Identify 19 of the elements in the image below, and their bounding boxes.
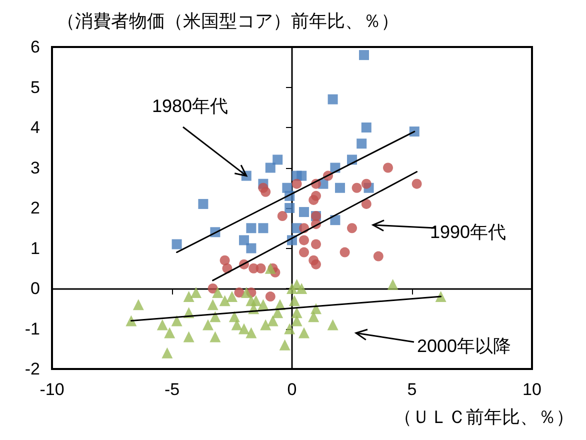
y-tick-label: -1 <box>24 319 40 338</box>
y-tick-label: 4 <box>30 118 40 137</box>
x-tick-label: 5 <box>407 380 417 399</box>
x-tick-label: -5 <box>164 380 180 399</box>
annotation: 1980年代 <box>152 96 228 116</box>
y-tick-label: 2 <box>30 198 40 218</box>
x-tick-label: -10 <box>40 380 64 399</box>
y-tick-label: 1 <box>30 238 40 258</box>
y-tick-label: 3 <box>30 158 40 178</box>
y-tick-label: 5 <box>30 78 40 97</box>
x-axis-title: （ＵＬＣ前年比、％） <box>394 407 574 427</box>
x-tick-label: 10 <box>522 380 542 399</box>
y-axis-title: （消費者物価（米国型コア）前年比、％） <box>57 11 399 31</box>
y-tick-label: 6 <box>30 38 40 56</box>
y-tick-label: 0 <box>30 279 40 298</box>
annotation: 2000年以降 <box>416 336 512 356</box>
x-tick-label: 0 <box>287 380 297 399</box>
y-tick-label: -2 <box>24 360 40 378</box>
annotation: 1990年代 <box>430 222 506 242</box>
